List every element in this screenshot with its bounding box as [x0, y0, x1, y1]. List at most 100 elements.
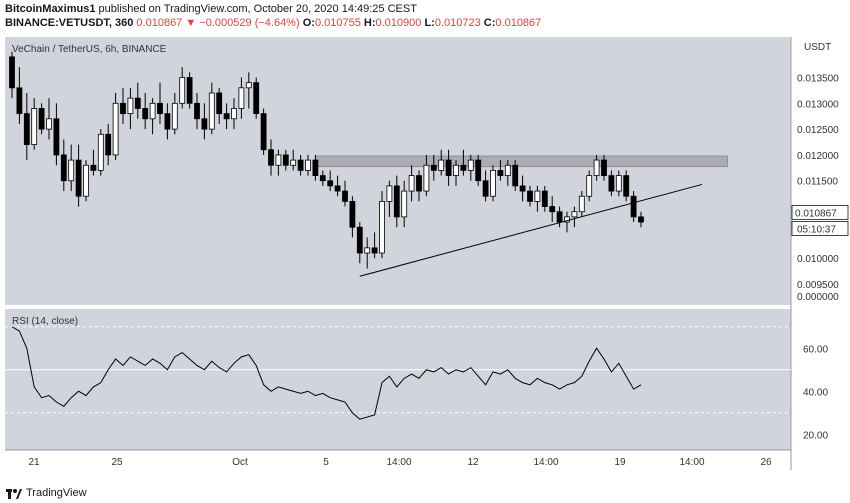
candle-down: [371, 247, 378, 254]
brand-name[interactable]: TradingView: [26, 487, 87, 499]
candle-up: [290, 159, 297, 166]
candle-up: [31, 108, 38, 146]
candle-up: [149, 102, 156, 120]
time-tick-label: 19: [614, 457, 626, 468]
candle-down: [38, 108, 45, 130]
candle-down: [638, 216, 644, 223]
rsi-axis: 60.00 40.00 20.00: [803, 344, 828, 441]
low-value: 0.010723: [434, 17, 481, 29]
price-tick-label: 0.012000: [797, 151, 839, 162]
time-tick-label: 14:00: [679, 457, 704, 468]
resistance-zone: [315, 155, 728, 168]
symbol-name: BINANCE:VETUSDT, 360: [5, 17, 134, 29]
current-price-label: 0.010867: [795, 208, 837, 219]
candle-down: [186, 77, 193, 104]
candle-down: [512, 164, 519, 187]
candle-up: [97, 133, 104, 171]
candle-down: [482, 180, 489, 197]
candle-up: [386, 185, 393, 202]
candle-down: [541, 190, 548, 207]
candle-up: [423, 164, 430, 192]
candle-down: [342, 190, 348, 202]
candle-down: [445, 159, 452, 176]
candle-up: [534, 190, 541, 202]
candle-down: [164, 113, 171, 130]
candle-down: [282, 154, 289, 166]
countdown-label: 05:10:37: [797, 224, 836, 235]
candle-up: [245, 82, 252, 89]
price-tick-label: 0.011500: [797, 177, 838, 188]
time-tick-label: 5: [323, 457, 329, 468]
candle-down: [608, 175, 615, 192]
candle-down: [216, 92, 223, 115]
chart-title: VeChain / TetherUS, 6h, BINANCE: [12, 44, 167, 55]
current-price-badge: [791, 205, 849, 220]
candle-up: [68, 159, 75, 182]
candle-down: [134, 97, 141, 109]
candle-up: [467, 159, 474, 171]
candle-down: [9, 56, 15, 89]
candle-up: [453, 164, 459, 176]
rsi-panel[interactable]: [5, 309, 791, 450]
time-tick-label: 25: [111, 457, 123, 468]
candle-down: [90, 164, 97, 171]
price-change: −0.000529 (−4.64%): [199, 17, 300, 29]
price-unit: USDT: [804, 42, 831, 53]
candle-down: [23, 113, 30, 146]
last-price: 0.010867: [136, 17, 183, 29]
candle-up: [179, 77, 186, 104]
candle-down: [601, 159, 607, 176]
candle-up: [275, 154, 282, 166]
candle-down: [268, 149, 274, 166]
candle-down: [142, 108, 149, 120]
candle-up: [83, 164, 89, 197]
candle-down: [556, 211, 563, 223]
candle-down: [53, 118, 60, 156]
open-value: 0.010755: [314, 17, 361, 29]
price-tick-label: 0.013000: [797, 99, 839, 110]
time-tick-label: 14:00: [386, 457, 411, 468]
footer: TradingView: [6, 487, 87, 499]
candle-down: [120, 102, 126, 115]
candle-up: [593, 159, 600, 176]
candle-up: [46, 118, 52, 130]
candle-up: [615, 175, 622, 192]
candle-down: [16, 87, 23, 115]
candle-up: [571, 211, 578, 218]
candle-down: [105, 133, 112, 156]
close-label: C:: [483, 17, 496, 29]
price-tick-label: 0.010000: [797, 254, 839, 265]
symbol-header: BINANCE:VETUSDT, 360 0.010867 ▼ −0.00052…: [5, 17, 541, 29]
candle-down: [393, 185, 400, 218]
candle-down: [60, 154, 67, 182]
time-tick-label: 26: [760, 457, 772, 468]
candle-down: [527, 190, 533, 202]
candle-down: [319, 175, 326, 182]
candle-up: [127, 97, 134, 115]
author-name[interactable]: BitcoinMaximus1: [5, 3, 96, 15]
candle-down: [519, 185, 526, 192]
candle-up: [379, 200, 385, 254]
low-label: L:: [424, 17, 435, 29]
candlesticks: [9, 51, 644, 269]
rsi-tick-label: 60.00: [803, 344, 828, 355]
candle-up: [564, 216, 570, 223]
candle-up: [490, 170, 496, 197]
candle-down: [201, 118, 208, 130]
candle-up: [208, 92, 215, 130]
candle-down: [260, 113, 267, 151]
candle-down: [157, 102, 163, 115]
trendline-segment: [359, 183, 703, 277]
price-panel[interactable]: [5, 37, 791, 305]
publish-header: BitcoinMaximus1 published on TradingView…: [5, 3, 417, 15]
rsi-label: RSI (14, close): [12, 316, 78, 327]
time-tick-label: 21: [28, 457, 40, 468]
price-tick-label: 0.009500: [797, 280, 839, 291]
rsi-tick-label: 40.00: [803, 387, 828, 398]
high-label: H:: [363, 17, 376, 29]
publish-info: published on TradingView.com, October 20…: [98, 3, 417, 15]
candle-up: [171, 102, 178, 130]
down-arrow-icon: ▼: [185, 17, 197, 29]
price-tick-label: 0.012500: [797, 125, 839, 136]
